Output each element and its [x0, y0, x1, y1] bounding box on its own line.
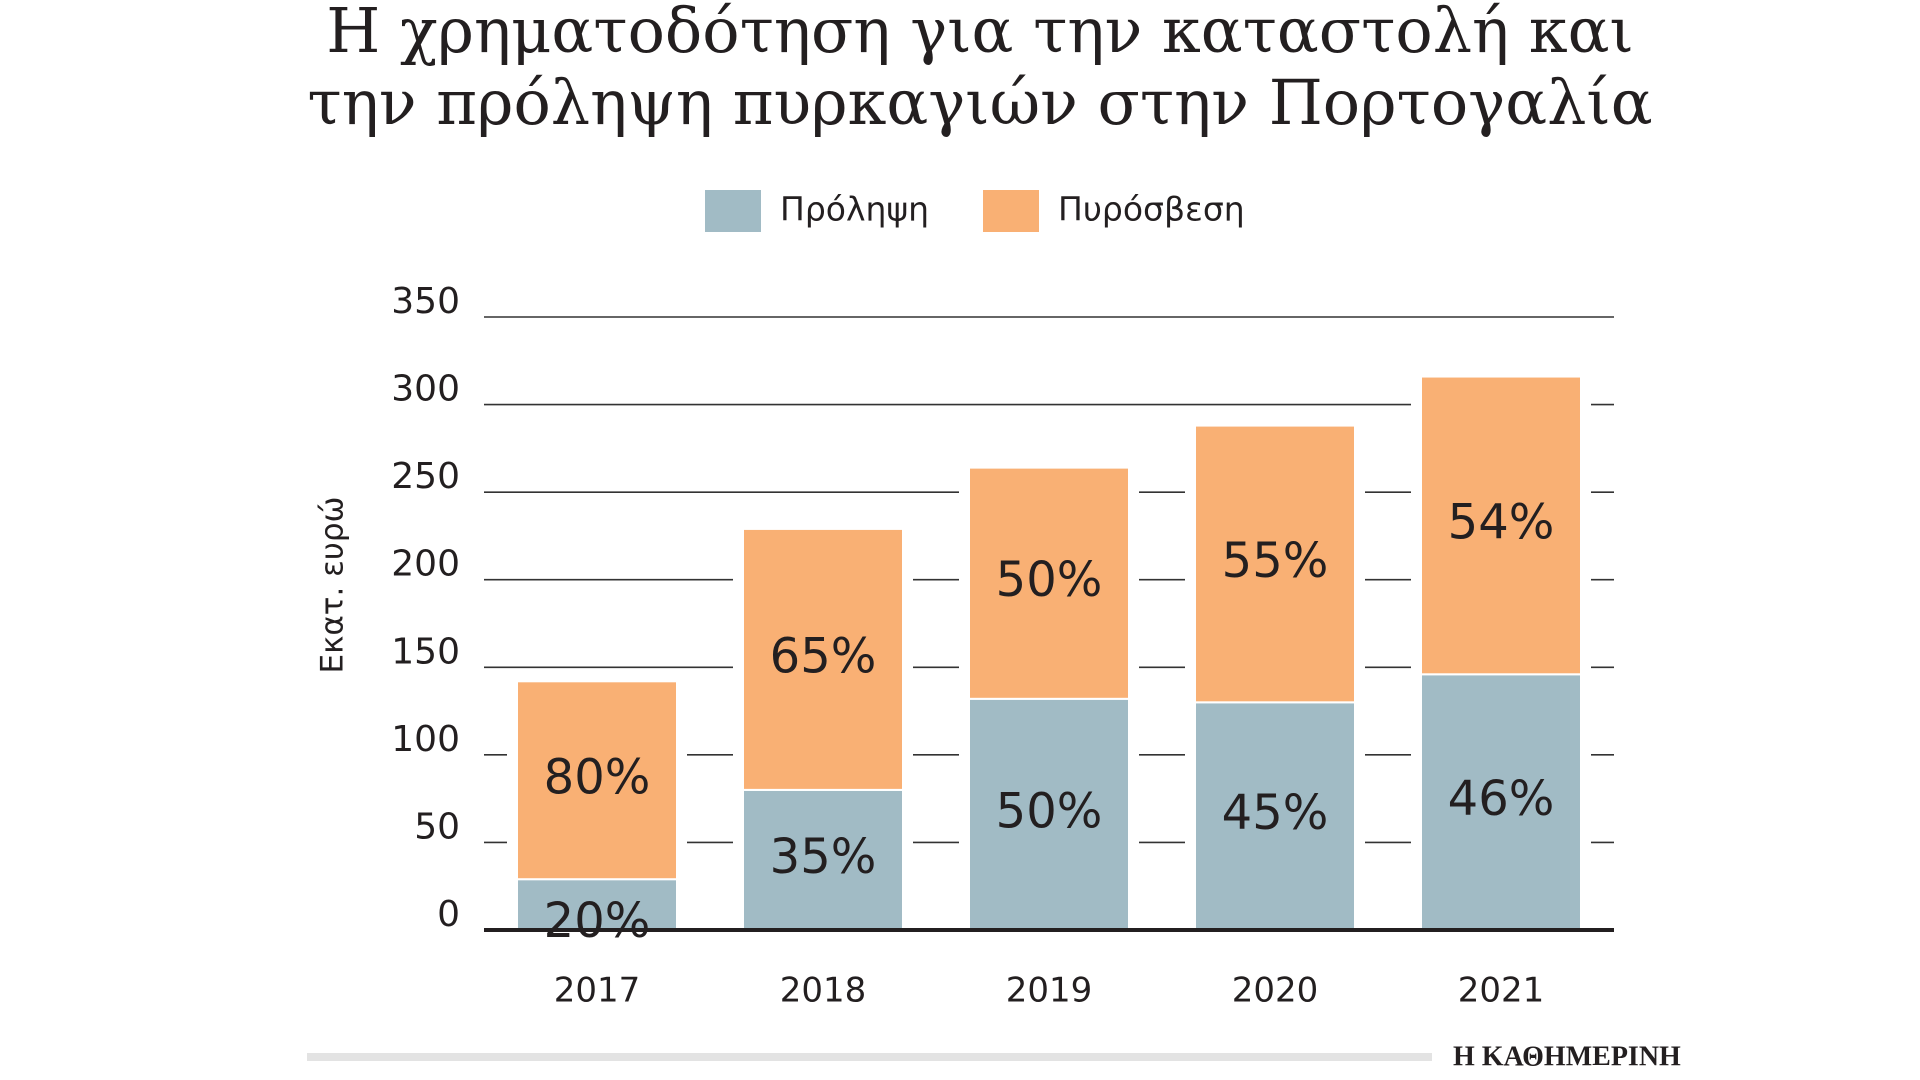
x-tick-label: 2019 [1006, 971, 1093, 1011]
bar-segment [1420, 375, 1582, 676]
value-label: 80% [544, 749, 651, 805]
bar-segment [968, 697, 1130, 931]
chart-title: την πρόληψη πυρκαγιών στην Πορτογαλία [307, 66, 1652, 139]
bar-segment [742, 527, 904, 791]
y-tick-label: 300 [391, 369, 460, 410]
chart-title: Η χρηματοδότηση για την καταστολή και [326, 0, 1634, 67]
source: Η ΚΑΘΗΜΕΡΙΝΗ [1453, 1041, 1681, 1072]
value-label: 35% [770, 829, 877, 885]
y-tick-label: 0 [437, 894, 460, 935]
bar-segment [1420, 673, 1582, 932]
bar-segment [1194, 424, 1356, 704]
value-label: 46% [1448, 771, 1555, 827]
y-tick-label: 50 [414, 806, 460, 847]
footer-bar [307, 1053, 1432, 1061]
bar-segment [742, 788, 904, 932]
y-tick-label: 250 [391, 456, 460, 497]
value-label: 65% [770, 628, 877, 684]
value-label: 20% [544, 893, 651, 949]
bar-segment [516, 878, 678, 931]
x-tick-label: 2017 [554, 971, 641, 1011]
x-tick-label: 2021 [1458, 971, 1545, 1011]
value-label: 55% [1222, 533, 1329, 589]
legend-swatch [983, 190, 1039, 232]
y-tick-label: 100 [391, 719, 460, 760]
y-axis-label: Εκατ. ευρώ [315, 497, 351, 674]
y-tick-label: 200 [391, 544, 460, 585]
bar-segment [516, 680, 678, 881]
value-label: 50% [996, 783, 1103, 839]
legend-swatch [705, 190, 761, 232]
y-tick-label: 150 [391, 631, 460, 672]
y-tick-label: 350 [391, 281, 460, 322]
x-tick-label: 2020 [1232, 971, 1319, 1011]
legend-label: Πυρόσβεση [1058, 190, 1245, 229]
bar-segment [968, 466, 1130, 700]
x-tick-label: 2018 [780, 971, 867, 1011]
legend-label: Πρόληψη [780, 190, 929, 229]
value-label: 54% [1448, 494, 1555, 550]
value-label: 50% [996, 552, 1103, 608]
value-label: 45% [1222, 785, 1329, 841]
bar-segment [1194, 701, 1356, 931]
